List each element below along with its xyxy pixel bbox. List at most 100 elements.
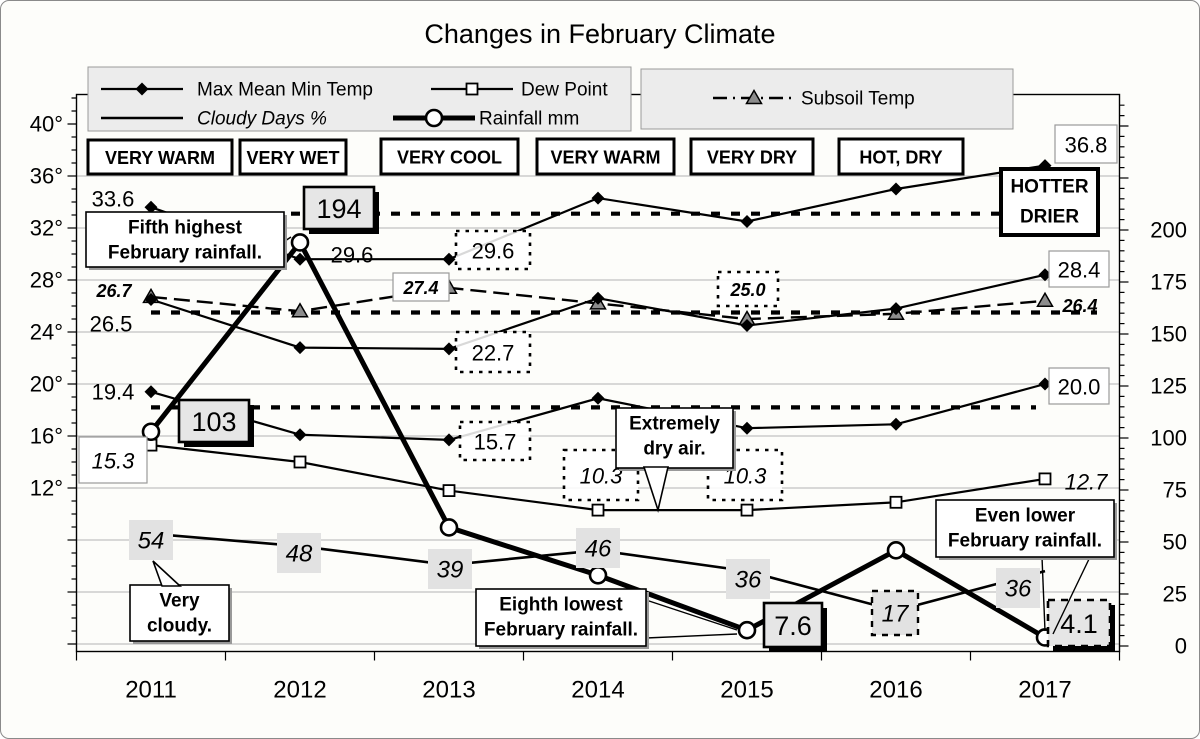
legend: Max Mean Min Temp Dew Point Cloudy Days % R… bbox=[87, 66, 1014, 132]
left-axis-label: 40° bbox=[30, 112, 63, 137]
data-label: 26.4 bbox=[1061, 296, 1097, 316]
label-box bbox=[78, 436, 148, 484]
label-box bbox=[302, 185, 376, 231]
right-axis-label: 175 bbox=[1150, 270, 1187, 295]
data-label: 15.3 bbox=[92, 449, 136, 474]
label-box bbox=[454, 229, 532, 271]
chart-title: Changes in February Climate bbox=[424, 19, 775, 49]
callout-box bbox=[475, 588, 647, 647]
condition-box bbox=[837, 137, 965, 176]
left-axis-label: 36° bbox=[30, 164, 63, 189]
legend-label: Subsoil Temp bbox=[801, 89, 915, 110]
diamond-marker-min-temp bbox=[1038, 377, 1052, 391]
callout-box bbox=[129, 584, 230, 642]
callout-text: Even lower bbox=[975, 506, 1076, 527]
legend-label: Rainfall mm bbox=[479, 109, 579, 130]
hotter-drier-box bbox=[999, 167, 1100, 237]
value-labels: 33.6 29.6 26.7 26.5 19.4 15.3 27.4 29.6 22.7 15.7… bbox=[78, 124, 1118, 652]
label-box bbox=[454, 330, 532, 374]
label-box bbox=[1048, 367, 1110, 405]
label-box bbox=[870, 589, 920, 637]
callout-leader bbox=[1052, 556, 1091, 635]
label-box bbox=[1054, 124, 1118, 164]
condition-box-label: VERY COOL bbox=[397, 148, 502, 168]
callout-text: Very bbox=[159, 591, 200, 612]
data-label: 54 bbox=[138, 528, 165, 555]
label-box bbox=[1048, 250, 1110, 288]
square-marker-dew-point bbox=[889, 495, 903, 509]
callout-text: cloudy. bbox=[147, 616, 212, 637]
data-label: 48 bbox=[286, 541, 313, 568]
x-axis-year: 2016 bbox=[869, 677, 922, 704]
callout-pointer bbox=[642, 466, 670, 513]
diamond-marker-min-temp bbox=[740, 421, 754, 435]
right-axis-label: 0 bbox=[1175, 634, 1187, 659]
diamond-marker-max-temp bbox=[293, 252, 307, 266]
legend-marker-diamond bbox=[135, 82, 149, 96]
hotter-drier-line2: DRIER bbox=[1020, 207, 1079, 228]
callout-leader bbox=[645, 633, 738, 639]
right-axis-label: 125 bbox=[1150, 374, 1187, 399]
callout-leader bbox=[1041, 556, 1046, 632]
diamond-marker-max-temp bbox=[740, 215, 754, 228]
x-axis-year: 2011 bbox=[125, 677, 177, 704]
diamond-marker-mean-temp bbox=[293, 341, 307, 355]
data-label: 26.7 bbox=[95, 281, 132, 301]
label-box bbox=[762, 601, 824, 649]
data-label: 20.0 bbox=[1058, 375, 1101, 400]
hotter-drier-line1: HOTTER bbox=[1010, 177, 1088, 198]
condition-box-label: VERY DRY bbox=[707, 148, 797, 168]
triangle-marker-subsoil-temp bbox=[291, 302, 309, 318]
left-axis-label: 28° bbox=[30, 268, 63, 293]
diamond-marker-max-temp bbox=[144, 200, 158, 214]
condition-box bbox=[689, 137, 815, 176]
label-box bbox=[392, 272, 450, 302]
diamond-marker-min-temp bbox=[144, 385, 158, 399]
callout-leader bbox=[645, 599, 738, 631]
x-axis-year: 2012 bbox=[273, 677, 326, 704]
label-box bbox=[458, 420, 532, 462]
label-box bbox=[129, 520, 173, 560]
diamond-marker-max-temp bbox=[442, 252, 456, 266]
data-label: 29.6 bbox=[331, 243, 374, 268]
diamond-marker-max-temp bbox=[591, 191, 605, 205]
x-axis-year: 2015 bbox=[720, 677, 773, 704]
right-axis-label: 200 bbox=[1150, 218, 1187, 243]
callout-text: dry air. bbox=[643, 439, 705, 460]
callout-box bbox=[615, 407, 734, 469]
callout-pointer bbox=[152, 560, 183, 587]
data-label: 12.7 bbox=[1065, 470, 1109, 495]
diamond-marker-mean-temp bbox=[740, 319, 754, 332]
data-label: 194 bbox=[316, 194, 361, 224]
x-axis-year: 2017 bbox=[1018, 677, 1071, 704]
diamond-marker-mean-temp bbox=[591, 291, 605, 305]
diamond-marker-mean-temp bbox=[144, 293, 158, 306]
callout-text: Fifth highest bbox=[128, 218, 243, 239]
left-axis-label: 32° bbox=[30, 216, 63, 241]
condition-box bbox=[535, 137, 676, 176]
square-marker-dew-point bbox=[591, 503, 605, 517]
data-label: 25.0 bbox=[729, 280, 765, 300]
condition-box-label: VERY WARM bbox=[550, 148, 660, 168]
x-axis-year: 2014 bbox=[571, 677, 624, 704]
triangle-marker-subsoil-temp bbox=[1036, 291, 1054, 308]
condition-box-label: HOT, DRY bbox=[859, 148, 942, 168]
data-label: 22.7 bbox=[472, 341, 515, 366]
legend-marker-circle bbox=[424, 108, 444, 128]
square-marker-dew-point bbox=[1038, 472, 1052, 486]
legend-label: Cloudy Days % bbox=[197, 109, 327, 130]
data-label: 29.6 bbox=[472, 239, 515, 264]
diamond-marker-min-temp bbox=[889, 417, 903, 431]
right-axis-label: 25 bbox=[1163, 582, 1187, 607]
label-box bbox=[726, 559, 770, 599]
diamond-marker-max-temp bbox=[889, 182, 903, 196]
data-label: 15.7 bbox=[474, 430, 517, 455]
right-axis-label: 150 bbox=[1150, 322, 1187, 347]
left-axis-label: 24° bbox=[30, 320, 63, 345]
legend-marker-triangle bbox=[745, 88, 763, 105]
diamond-marker-mean-temp bbox=[442, 342, 456, 356]
circle-marker-rainfall bbox=[886, 541, 906, 560]
right-axis-label: 50 bbox=[1163, 530, 1187, 555]
callout-box bbox=[935, 499, 1115, 558]
data-label: 17 bbox=[882, 601, 910, 628]
